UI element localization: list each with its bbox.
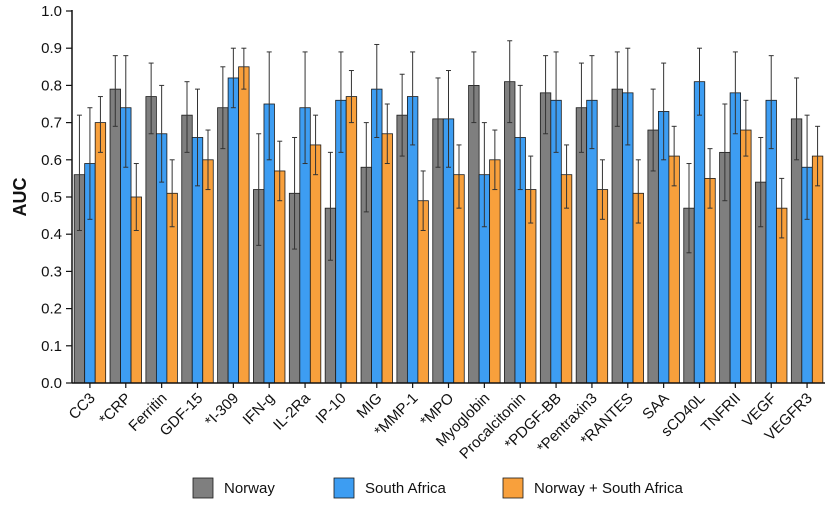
bar <box>504 81 516 384</box>
bar <box>489 159 501 384</box>
legend-swatch <box>192 477 214 499</box>
bar <box>109 88 121 384</box>
y-axis-title: AUC <box>10 178 30 217</box>
x-axis: CC3*CRPFerritinGDF-15*I-309IFN-gIL-2RaIP… <box>66 382 825 463</box>
legend-swatch <box>502 477 524 499</box>
bar <box>202 159 214 384</box>
y-tick-label: 0.6 <box>41 152 62 169</box>
error-bars <box>76 40 821 261</box>
bar <box>227 77 240 384</box>
y-tick-label: 0.8 <box>41 77 62 94</box>
x-category-label: IL-2Ra <box>270 389 314 433</box>
bar <box>309 144 322 384</box>
bar <box>740 129 752 384</box>
y-tick-label: 0.7 <box>41 115 62 132</box>
y-tick-label: 0.2 <box>41 301 62 318</box>
bar <box>668 155 680 384</box>
x-category-label: CC3 <box>66 390 99 423</box>
legend: Norway South Africa Norway + South Africa <box>192 477 683 499</box>
y-tick-label: 0.4 <box>41 226 62 243</box>
y-tick-label: 1.0 <box>41 3 62 20</box>
bar <box>468 85 480 384</box>
x-category-label: MIG <box>354 390 386 422</box>
legend-swatch <box>333 477 355 499</box>
x-category-label: *I-309 <box>202 390 242 430</box>
bar-groups <box>73 66 824 384</box>
legend-label: South Africa <box>365 480 447 497</box>
x-category-label: TNFRII <box>698 390 744 436</box>
y-tick-label: 0.3 <box>41 263 62 280</box>
y-axis: 0.0 0.1 0.2 0.3 0.4 0.5 0.6 0.7 0.8 0.9 1.0 <box>41 3 73 392</box>
bar <box>181 114 193 384</box>
bar <box>274 170 286 384</box>
y-tick-label: 0.0 <box>41 375 62 392</box>
bar <box>539 92 552 384</box>
y-tick-label: 0.5 <box>41 189 62 206</box>
x-category-label: IP-10 <box>312 390 349 427</box>
bar <box>811 155 824 384</box>
bar <box>693 81 706 384</box>
bar <box>704 177 716 384</box>
legend-label: Norway <box>224 480 275 497</box>
bar <box>145 96 157 384</box>
bar <box>729 92 742 384</box>
bar <box>381 133 393 384</box>
bar <box>611 88 623 384</box>
bar <box>94 122 107 384</box>
bar <box>238 66 250 384</box>
bar <box>345 96 358 384</box>
legend-label: Norway + South Africa <box>534 480 683 497</box>
y-tick-label: 0.1 <box>41 338 62 355</box>
y-tick-label: 0.9 <box>41 40 62 57</box>
